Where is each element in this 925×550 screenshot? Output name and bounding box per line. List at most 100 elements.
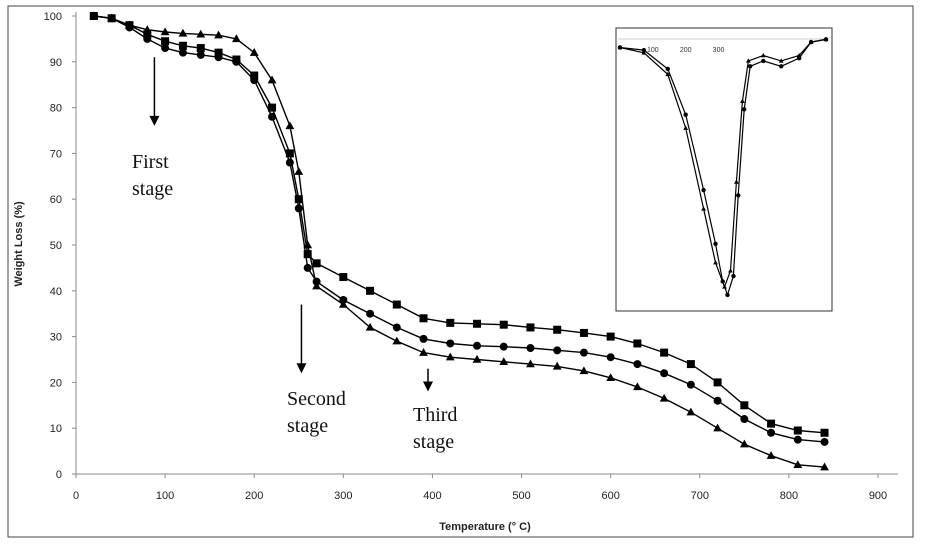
data-point	[419, 314, 428, 323]
inset-point	[734, 179, 739, 184]
data-point	[660, 369, 669, 378]
inset-point	[665, 66, 670, 72]
data-point	[160, 27, 170, 36]
data-point	[366, 286, 375, 295]
data-point	[713, 396, 722, 405]
data-point	[767, 428, 776, 437]
data-point	[285, 149, 294, 158]
data-point	[161, 44, 170, 53]
data-point	[232, 34, 241, 43]
inset-line	[619, 38, 827, 289]
data-point	[178, 28, 188, 37]
data-point	[767, 419, 776, 428]
inset-point	[779, 64, 784, 69]
data-point	[740, 415, 749, 424]
data-point	[267, 75, 277, 84]
data-point	[766, 451, 776, 459]
inset-point	[683, 125, 689, 130]
series-line	[93, 15, 825, 434]
inset-tick-label: 100	[647, 47, 659, 54]
data-point	[294, 204, 303, 213]
data-point	[312, 281, 321, 290]
stage-label-line: stage	[413, 431, 454, 453]
data-point	[338, 299, 348, 308]
data-point	[446, 318, 455, 327]
data-point	[107, 13, 117, 22]
data-point	[178, 41, 187, 50]
data-point	[250, 76, 259, 85]
inset-point	[745, 58, 751, 63]
x-tick-label: 200	[245, 490, 263, 502]
stage-label-line: Third	[413, 404, 457, 426]
data-point	[713, 378, 722, 387]
data-point	[526, 344, 535, 353]
data-point	[686, 380, 695, 389]
inset-point	[713, 260, 718, 265]
inset-point	[747, 64, 753, 69]
data-point	[89, 11, 99, 20]
stage-annotation: Third stage	[413, 368, 457, 453]
stage-label: Third stage	[413, 404, 457, 453]
x-tick-label: 0	[73, 490, 79, 502]
x-tick-label: 300	[334, 490, 352, 502]
data-point	[446, 339, 455, 348]
inset-point	[683, 112, 688, 117]
inset-chart: 100 200 300	[615, 27, 833, 312]
inset-point	[823, 37, 829, 42]
axes: 0 10 20 30 40 50 60 70 80 90 100 0 100 200 300 400 500 60…	[44, 11, 898, 502]
data-point	[392, 300, 401, 309]
data-point	[820, 462, 829, 471]
x-tick-label: 700	[691, 490, 709, 502]
stage-label: Second stage	[287, 388, 346, 437]
arrow-head	[296, 363, 307, 374]
data-point	[633, 339, 642, 348]
y-tick-label: 100	[44, 11, 62, 23]
y-tick-label: 70	[50, 148, 62, 160]
y-tick-label: 20	[50, 377, 62, 389]
data-point	[285, 121, 295, 130]
arrow-head	[422, 381, 433, 392]
data-point	[268, 103, 277, 112]
y-axis-label: Weight Loss (%)	[13, 201, 25, 287]
data-point	[633, 382, 642, 391]
data-point	[196, 29, 206, 38]
data-point	[526, 359, 535, 368]
data-point	[820, 428, 829, 437]
data-point	[339, 273, 348, 282]
data-point	[739, 439, 749, 448]
data-point	[249, 48, 259, 56]
data-point	[142, 25, 152, 33]
data-point	[660, 348, 669, 357]
y-tick-label: 0	[56, 469, 62, 481]
data-point	[196, 44, 205, 53]
x-axis-label: Temperature (° C)	[439, 521, 531, 533]
inset-point	[728, 268, 733, 273]
data-point	[365, 322, 375, 331]
data-point	[659, 393, 669, 402]
y-tick-label: 40	[50, 286, 62, 298]
stage-label: First stage	[132, 151, 173, 200]
data-point	[303, 240, 313, 249]
data-point	[499, 357, 509, 365]
inset-point	[701, 206, 707, 211]
stage-annotations: First stage Second stage Third stage	[132, 57, 457, 453]
inset-point	[617, 45, 623, 50]
inset-tick-label: 300	[713, 47, 725, 54]
data-point	[178, 48, 187, 57]
x-tick-label: 400	[423, 490, 441, 502]
series-line	[93, 15, 825, 443]
data-point	[419, 348, 428, 356]
inset-point	[808, 39, 814, 45]
inset-tick-label: 200	[680, 47, 692, 54]
data-point	[214, 48, 223, 57]
stage-label-line: stage	[287, 415, 328, 437]
data-point	[633, 360, 642, 369]
data-point	[526, 323, 535, 332]
inset-point	[731, 273, 736, 279]
inset-point	[736, 193, 741, 198]
inset-point	[761, 58, 766, 64]
stage-label-line: stage	[132, 178, 173, 200]
data-point	[606, 332, 615, 341]
data-point	[392, 323, 401, 332]
